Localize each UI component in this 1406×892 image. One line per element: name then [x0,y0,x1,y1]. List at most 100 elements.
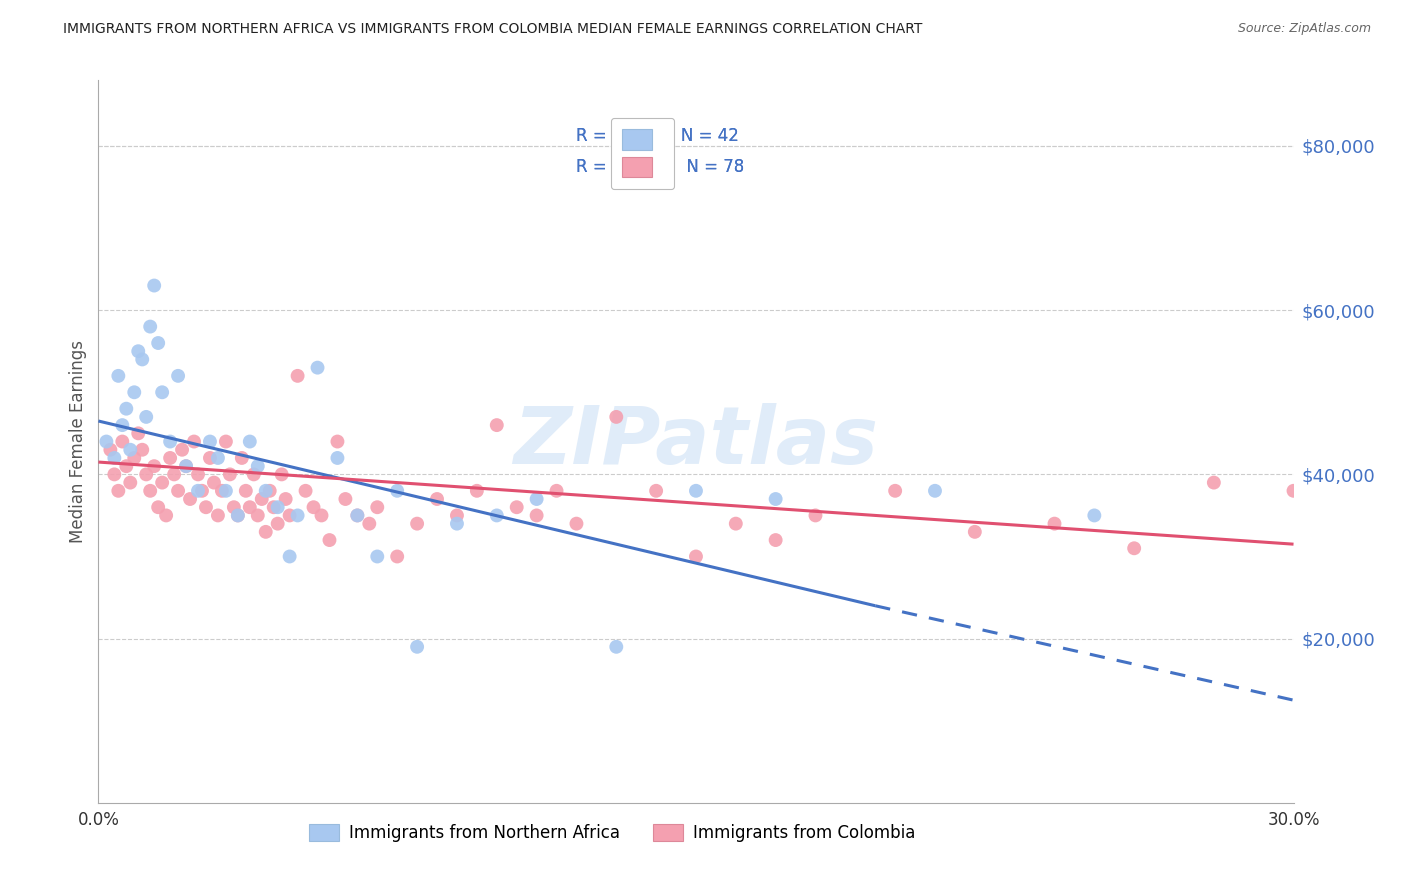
Point [366,500,388,515]
Point [207,508,229,523]
Point [120,475,142,490]
Point [294,483,316,498]
Point [263,500,285,515]
Point [191,483,214,498]
Point [406,640,429,654]
Text: R =  -0.351   N = 78: R = -0.351 N = 78 [576,158,745,177]
Point [270,467,292,482]
Point [526,491,548,506]
Point [963,524,986,539]
Point [135,409,157,424]
Point [127,344,149,359]
Point [98,442,122,457]
Point [250,491,273,506]
Point [685,483,707,498]
Point [485,418,508,433]
Point [187,483,209,498]
Point [135,467,157,482]
Point [219,467,242,482]
Point [231,450,253,465]
Point [167,368,190,383]
Point [685,549,707,564]
Point [107,368,129,383]
Point [267,500,290,515]
Point [174,459,197,474]
Point [724,516,747,531]
Point [287,368,309,383]
Point [307,360,329,375]
Point [326,434,349,449]
Point [174,459,197,474]
Point [765,491,787,506]
Point [159,434,181,449]
Point [198,450,221,465]
Point [215,483,238,498]
Point [645,483,668,498]
Point [103,450,125,465]
Point [239,434,262,449]
Point [131,442,153,457]
Point [246,508,269,523]
Point [150,475,173,490]
Point [246,459,269,474]
Point [183,434,205,449]
Point [446,516,468,531]
Point [254,524,277,539]
Point [259,483,281,498]
Point [96,434,118,449]
Point [506,500,529,515]
Point [148,336,170,351]
Point [406,516,429,531]
Text: R = -0.485   N = 42: R = -0.485 N = 42 [576,128,740,145]
Point [605,409,627,424]
Point [1202,475,1225,490]
Point [167,483,190,498]
Point [346,508,368,523]
Point [924,483,946,498]
Text: Source: ZipAtlas.com: Source: ZipAtlas.com [1237,22,1371,36]
Point [465,483,488,498]
Point [446,508,468,523]
Point [1282,483,1305,498]
Point [1043,516,1066,531]
Point [115,401,138,416]
Point [198,434,221,449]
Point [243,467,266,482]
Point [426,491,449,506]
Point [804,508,827,523]
Point [103,467,125,482]
Point [139,319,162,334]
Point [222,500,245,515]
Point [111,434,134,449]
Point [287,508,309,523]
Point [605,640,627,654]
Point [179,491,201,506]
Point [187,467,209,482]
Point [107,483,129,498]
Point [565,516,588,531]
Point [235,483,257,498]
Point [131,352,153,367]
Point [311,508,333,523]
Point [485,508,508,523]
Point [150,385,173,400]
Point [127,426,149,441]
Point [211,483,233,498]
Point [172,442,194,457]
Point [148,500,170,515]
Point [155,508,177,523]
Point [385,483,409,498]
Point [111,418,134,433]
Point [274,491,297,506]
Point [143,278,166,293]
Point [526,508,548,523]
Point [195,500,218,515]
Point [318,533,340,547]
Point [884,483,907,498]
Point [202,475,225,490]
Point [226,508,249,523]
Text: R =  -0.351   N = 78: R = -0.351 N = 78 [576,158,745,177]
Point [1083,508,1105,523]
Legend: , : , [610,118,673,189]
Point [239,500,262,515]
